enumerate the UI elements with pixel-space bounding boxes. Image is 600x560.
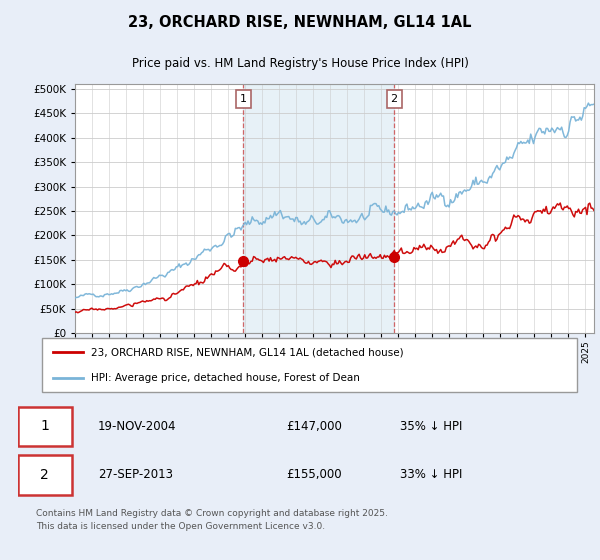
Text: £155,000: £155,000 <box>286 469 341 482</box>
FancyBboxPatch shape <box>18 407 72 446</box>
Text: 27-SEP-2013: 27-SEP-2013 <box>98 469 173 482</box>
Text: Price paid vs. HM Land Registry's House Price Index (HPI): Price paid vs. HM Land Registry's House … <box>131 57 469 70</box>
Text: 19-NOV-2004: 19-NOV-2004 <box>98 420 176 433</box>
Text: 1: 1 <box>240 94 247 104</box>
Text: 23, ORCHARD RISE, NEWNHAM, GL14 1AL (detached house): 23, ORCHARD RISE, NEWNHAM, GL14 1AL (det… <box>91 347 404 357</box>
Text: £147,000: £147,000 <box>286 420 342 433</box>
Text: Contains HM Land Registry data © Crown copyright and database right 2025.
This d: Contains HM Land Registry data © Crown c… <box>36 509 388 531</box>
Bar <box>244 84 394 333</box>
Text: 33% ↓ HPI: 33% ↓ HPI <box>400 469 462 482</box>
FancyBboxPatch shape <box>18 455 72 494</box>
Text: 2: 2 <box>40 468 49 482</box>
Text: 35% ↓ HPI: 35% ↓ HPI <box>400 420 462 433</box>
Text: 1: 1 <box>40 419 49 433</box>
Text: 23, ORCHARD RISE, NEWNHAM, GL14 1AL: 23, ORCHARD RISE, NEWNHAM, GL14 1AL <box>128 15 472 30</box>
Text: HPI: Average price, detached house, Forest of Dean: HPI: Average price, detached house, Fore… <box>91 374 360 384</box>
FancyBboxPatch shape <box>41 338 577 393</box>
Text: 2: 2 <box>391 94 398 104</box>
